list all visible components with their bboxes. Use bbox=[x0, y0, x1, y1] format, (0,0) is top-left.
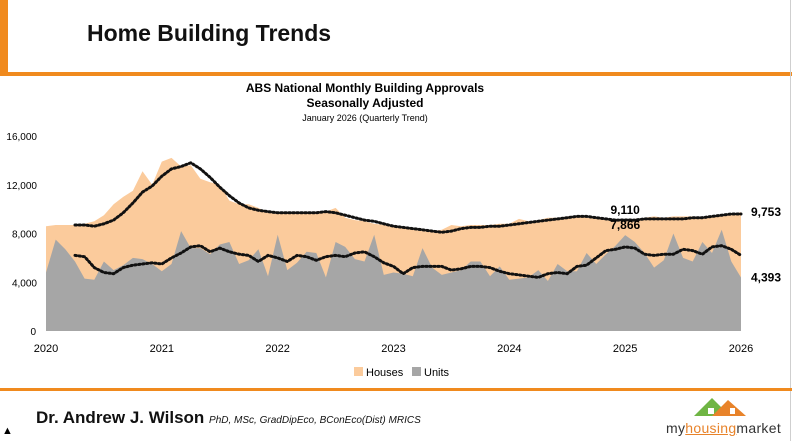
chart-subtitle: Seasonally Adjusted bbox=[307, 96, 424, 110]
trend-line-houses bbox=[73, 161, 743, 234]
data-label: 4,393 bbox=[751, 270, 781, 284]
myhousingmarket-logo: myhousingmarket bbox=[666, 396, 781, 436]
data-label: 7,866 bbox=[610, 218, 640, 232]
author-name: Dr. Andrew J. Wilson PhD, MSc, GradDipEc… bbox=[36, 408, 421, 428]
footer-divider bbox=[0, 388, 792, 391]
data-label: 9,110 bbox=[610, 203, 640, 217]
logo-text-housing: housing bbox=[685, 420, 737, 436]
mouse-cursor-icon: ▲ bbox=[2, 425, 13, 437]
x-tick-label: 2020 bbox=[34, 343, 58, 355]
author-name-text: Dr. Andrew J. Wilson bbox=[36, 408, 205, 427]
legend-swatch-houses bbox=[354, 367, 363, 376]
logo-text: myhousingmarket bbox=[666, 420, 781, 436]
area-units bbox=[46, 229, 741, 331]
y-tick-label: 16,000 bbox=[6, 132, 37, 143]
slide-edge bbox=[790, 0, 791, 441]
author-qualifications: PhD, MSc, GradDipEco, BConEco(Dist) MRIC… bbox=[209, 415, 421, 426]
x-tick-label: 2023 bbox=[381, 343, 405, 355]
y-tick-label: 12,000 bbox=[6, 181, 37, 192]
x-tick-label: 2021 bbox=[150, 343, 174, 355]
chart-subtitle-period: January 2026 (Quarterly Trend) bbox=[302, 113, 428, 123]
header-divider bbox=[0, 72, 792, 76]
chart-title: ABS National Monthly Building Approvals bbox=[246, 81, 485, 95]
y-tick-label: 4,000 bbox=[12, 278, 37, 289]
x-tick-label: 2026 bbox=[729, 343, 753, 355]
house-logo-icon bbox=[694, 398, 746, 416]
data-label: 9,753 bbox=[751, 205, 781, 219]
logo-text-my: my bbox=[666, 420, 686, 436]
y-tick-label: 8,000 bbox=[12, 230, 37, 241]
legend-label-units: Units bbox=[424, 367, 450, 379]
x-tick-label: 2024 bbox=[497, 343, 521, 355]
x-tick-label: 2022 bbox=[265, 343, 289, 355]
legend-swatch-units bbox=[412, 367, 421, 376]
x-tick-label: 2025 bbox=[613, 343, 637, 355]
accent-bar bbox=[0, 0, 8, 75]
trend-line-units bbox=[73, 244, 743, 279]
page-title: Home Building Trends bbox=[87, 20, 332, 46]
building-approvals-chart: ABS National Monthly Building ApprovalsS… bbox=[6, 81, 781, 379]
y-tick-label: 0 bbox=[30, 327, 36, 338]
logo-text-market: market bbox=[736, 420, 782, 436]
legend-label-houses: Houses bbox=[366, 367, 404, 379]
